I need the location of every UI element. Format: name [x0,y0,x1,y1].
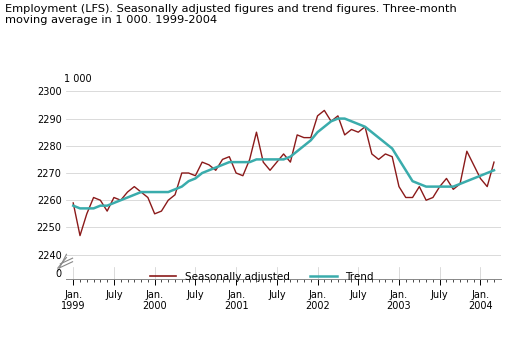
Text: 1 000: 1 000 [64,74,92,84]
Legend: Seasonally adjusted, Trend: Seasonally adjusted, Trend [146,268,378,286]
Text: Employment (LFS). Seasonally adjusted figures and trend figures. Three-month
mov: Employment (LFS). Seasonally adjusted fi… [5,4,457,25]
